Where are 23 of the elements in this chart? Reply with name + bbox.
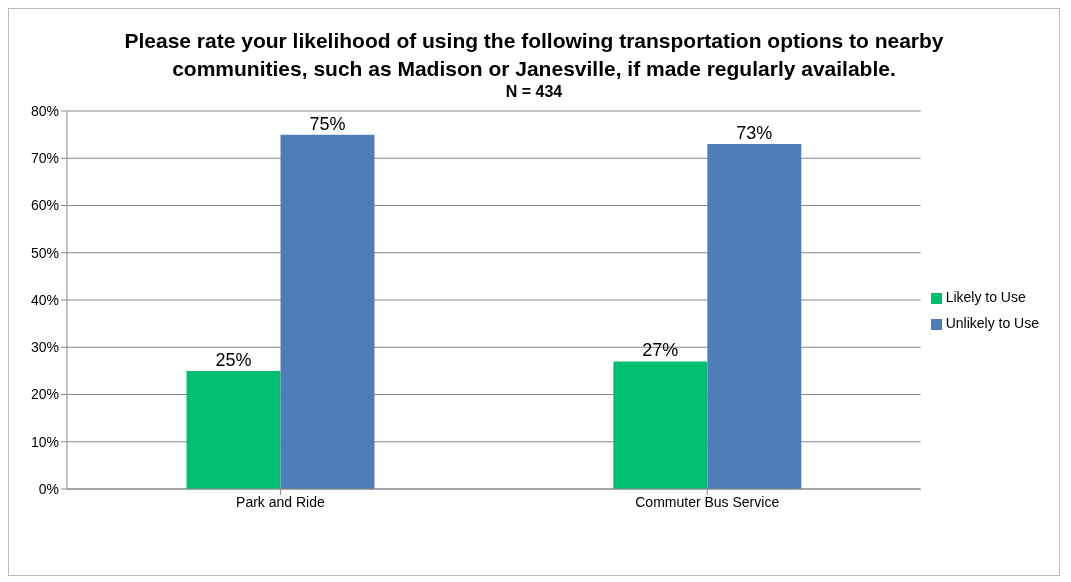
y-tick-label: 70% bbox=[30, 150, 59, 167]
y-tick-label: 50% bbox=[30, 244, 59, 261]
y-tick-label: 20% bbox=[30, 386, 59, 403]
x-tick-label: Park and Ride bbox=[236, 493, 325, 510]
bar bbox=[280, 134, 375, 489]
chart-title: Please rate your likelihood of using the following transportation options to nearby communities, such as Madison or Janesville, if made regularly available. bbox=[123, 28, 945, 82]
x-tick-label: Commuter Bus Service bbox=[635, 493, 780, 510]
y-tick-label: 80% bbox=[30, 102, 59, 119]
legend-label: Likely to Use bbox=[945, 289, 1026, 305]
data-label: 73% bbox=[736, 123, 773, 144]
bar bbox=[613, 361, 708, 489]
y-tick-label: 30% bbox=[30, 339, 59, 356]
y-tick-label: 0% bbox=[38, 480, 59, 497]
y-tick-label: 60% bbox=[30, 197, 59, 214]
bar bbox=[186, 370, 281, 489]
bar bbox=[707, 144, 802, 489]
legend-label: Unlikely to Use bbox=[945, 315, 1039, 331]
chart-subtitle: N = 434 bbox=[504, 83, 564, 101]
y-tick-label: 10% bbox=[30, 433, 59, 450]
y-tick-label: 40% bbox=[30, 291, 59, 308]
data-label: 27% bbox=[642, 340, 679, 361]
data-label: 25% bbox=[215, 349, 252, 370]
data-label: 75% bbox=[309, 113, 346, 134]
